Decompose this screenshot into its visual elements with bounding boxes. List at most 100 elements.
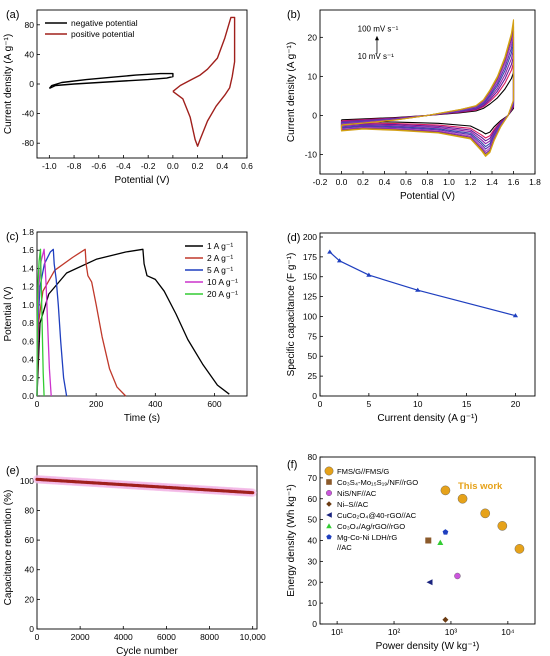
y-tick-label: 60 bbox=[308, 494, 318, 504]
legend-label: 20 A g⁻¹ bbox=[207, 289, 238, 299]
y-tick-label: 80 bbox=[25, 505, 35, 515]
y-tick-label: 10 bbox=[308, 71, 318, 81]
legend-label: negative potential bbox=[71, 18, 138, 28]
x-tick-label: 10⁴ bbox=[501, 627, 514, 637]
legend-label: CuCo₂O₄@40-rGO//AC bbox=[337, 511, 417, 520]
data-point bbox=[512, 313, 519, 318]
x-tick-label: 0.0 bbox=[167, 161, 179, 171]
data-point bbox=[440, 485, 451, 496]
x-tick-label: 8000 bbox=[200, 632, 219, 642]
data-point bbox=[442, 616, 449, 623]
x-tick-label: -0.4 bbox=[116, 161, 131, 171]
y-tick-label: 1.8 bbox=[22, 227, 34, 237]
x-tick-label: 400 bbox=[148, 399, 162, 409]
panel-label: (a) bbox=[6, 9, 19, 21]
panel-label: (c) bbox=[6, 231, 19, 243]
scan-rate-annotation: 100 mV s⁻¹ bbox=[358, 24, 399, 33]
x-tick-label: 5 bbox=[366, 399, 371, 409]
data-point bbox=[514, 544, 525, 554]
y-tick-label: 1.0 bbox=[22, 300, 34, 310]
x-tick-label: 0.2 bbox=[357, 177, 369, 187]
x-tick-label: 1.2 bbox=[465, 177, 477, 187]
legend-label: 5 A g⁻¹ bbox=[207, 265, 233, 275]
x-tick-label: 10² bbox=[388, 627, 400, 637]
x-tick-label: 0.0 bbox=[336, 177, 348, 187]
legend-label: 1 A g⁻¹ bbox=[207, 241, 233, 251]
x-tick-label: 10 bbox=[413, 399, 423, 409]
y-axis-label: Potential (V) bbox=[3, 286, 14, 341]
y-tick-label: 0 bbox=[312, 391, 317, 401]
y-axis-label: Specific capacitance (F g⁻¹) bbox=[286, 253, 297, 377]
y-tick-label: 125 bbox=[303, 292, 317, 302]
panel-label: (f) bbox=[287, 459, 297, 471]
cv-curve bbox=[340, 19, 515, 157]
y-tick-label: 50 bbox=[308, 351, 318, 361]
y-tick-label: 25 bbox=[308, 371, 318, 381]
panel-label: (e) bbox=[6, 465, 19, 477]
y-tick-label: 0 bbox=[312, 110, 317, 120]
legend-marker bbox=[326, 523, 332, 529]
data-point bbox=[366, 272, 372, 277]
data-point bbox=[327, 249, 333, 254]
x-tick-label: 1.8 bbox=[529, 177, 541, 187]
y-tick-label: -40 bbox=[22, 109, 35, 119]
data-point bbox=[457, 493, 468, 504]
x-tick-label: 1.6 bbox=[508, 177, 520, 187]
gcd-curve bbox=[36, 248, 127, 397]
legend-label: 2 A g⁻¹ bbox=[207, 253, 233, 263]
y-tick-label: 0.4 bbox=[22, 355, 34, 365]
x-tick-label: 0.4 bbox=[379, 177, 391, 187]
y-tick-label: 80 bbox=[25, 20, 35, 30]
x-tick-label: 0.8 bbox=[422, 177, 434, 187]
x-tick-label: 600 bbox=[207, 399, 221, 409]
y-tick-label: 40 bbox=[25, 49, 35, 59]
legend-label: NiS/NF//AC bbox=[337, 489, 377, 498]
y-axis-label: Current density (A g⁻¹) bbox=[286, 42, 297, 142]
y-tick-label: 40 bbox=[25, 565, 35, 575]
x-axis-label: Time (s) bbox=[124, 413, 160, 424]
x-tick-label: 2000 bbox=[71, 632, 90, 642]
legend-label: 10 A g⁻¹ bbox=[207, 277, 238, 287]
x-axis-label: Potential (V) bbox=[400, 191, 455, 202]
x-tick-label: 0 bbox=[35, 632, 40, 642]
scan-rate-annotation: 10 mV s⁻¹ bbox=[358, 52, 395, 61]
x-tick-label: -0.2 bbox=[141, 161, 156, 171]
y-tick-label: -10 bbox=[305, 149, 318, 159]
y-tick-label: 20 bbox=[308, 577, 318, 587]
x-tick-label: 6000 bbox=[157, 632, 176, 642]
x-tick-label: 0.2 bbox=[192, 161, 204, 171]
y-tick-label: 50 bbox=[308, 515, 318, 525]
data-point bbox=[437, 539, 444, 545]
data-point bbox=[426, 579, 433, 586]
cv-curve bbox=[340, 22, 515, 156]
legend-label: positive potential bbox=[71, 29, 134, 39]
data-point bbox=[497, 521, 508, 531]
x-tick-label: 0 bbox=[318, 399, 323, 409]
data-point bbox=[336, 258, 343, 263]
y-tick-label: 150 bbox=[303, 272, 317, 282]
legend-label: FMS/G//FMS/G bbox=[337, 467, 389, 476]
x-tick-label: 1.0 bbox=[443, 177, 455, 187]
legend-marker bbox=[326, 512, 332, 518]
x-tick-label: 0.6 bbox=[400, 177, 412, 187]
y-tick-label: 20 bbox=[308, 32, 318, 42]
x-tick-label: 4000 bbox=[114, 632, 133, 642]
y-tick-label: 100 bbox=[20, 476, 34, 486]
y-tick-label: 10 bbox=[308, 598, 318, 608]
panel-c: (c) 0 200 400 600 0.0 0.2 0.4 0.6 0.8 1.0 1.2 1.4 1.6… bbox=[3, 227, 248, 424]
panel-label: (b) bbox=[287, 9, 300, 21]
series-line bbox=[172, 16, 236, 147]
legend-marker bbox=[326, 479, 332, 485]
x-axis-label: Potential (V) bbox=[114, 175, 169, 186]
x-tick-label: -0.6 bbox=[91, 161, 106, 171]
gcd-curve bbox=[36, 248, 68, 397]
data-point bbox=[415, 287, 421, 292]
x-tick-label: 0.6 bbox=[241, 161, 253, 171]
legend-label: Mg-Co-Ni LDH/rG bbox=[337, 533, 397, 542]
x-tick-label: 15 bbox=[462, 399, 472, 409]
x-axis-label: Power density (W kg⁻¹) bbox=[376, 641, 480, 652]
panel-label: (d) bbox=[287, 232, 300, 244]
y-tick-label: 1.4 bbox=[22, 263, 34, 273]
y-tick-label: 175 bbox=[303, 252, 317, 262]
x-tick-label: 200 bbox=[89, 399, 103, 409]
